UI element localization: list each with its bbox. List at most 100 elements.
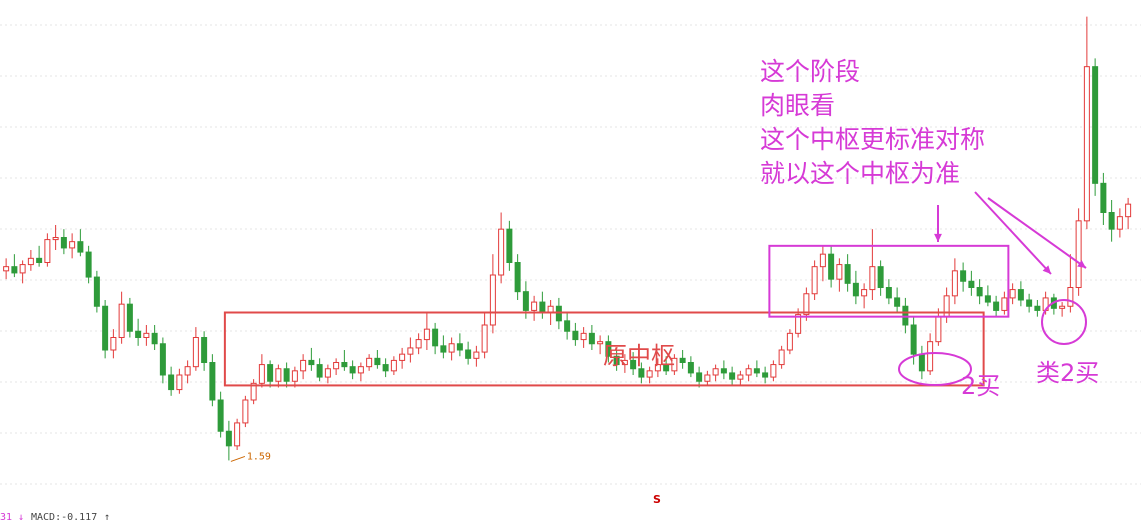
buy2-like-circle [1041, 299, 1087, 345]
candle-body [1100, 182, 1107, 213]
candle-body [1116, 216, 1123, 230]
candle-body [209, 362, 216, 401]
annotation-arrow-far-head [1077, 260, 1086, 268]
annotation-arrow-right-head [1042, 265, 1051, 274]
candle-body [201, 337, 208, 363]
candle-body [456, 343, 463, 351]
candle-body [349, 366, 356, 374]
candle-body [770, 364, 777, 378]
candle-body [712, 368, 719, 376]
candle-body [250, 382, 257, 401]
candle-body [176, 374, 183, 391]
candle-body [1059, 305, 1066, 309]
candle-body [135, 330, 142, 338]
zhongshu-box [223, 311, 985, 387]
candle-body [1075, 220, 1082, 288]
center-marker: S [653, 493, 661, 506]
candle-body [481, 324, 488, 353]
candle-body [638, 368, 645, 378]
candle-body [918, 353, 925, 372]
candle-body [522, 291, 529, 311]
low-marker-arrow [230, 455, 246, 462]
candle-body [984, 295, 991, 303]
candle-body [696, 372, 703, 382]
candle-body [844, 264, 851, 284]
low-price-label: 1.59 [247, 451, 271, 462]
candle-body [1083, 66, 1090, 222]
candle-body [275, 368, 282, 382]
macd-readout: MACD:-0.117 [31, 512, 98, 523]
candle-body [951, 270, 958, 297]
candle-body [77, 241, 84, 253]
candle-body [415, 339, 422, 349]
zhongshu-zones [223, 244, 1010, 462]
candle-body [489, 274, 496, 326]
annotation-arrows [898, 191, 1087, 386]
candle-body [498, 228, 505, 276]
old-zhongshu-label: 原中枢 [603, 342, 675, 370]
candle-body [539, 301, 546, 314]
candle-body [473, 351, 480, 359]
grid-lines [0, 24, 1141, 485]
candle-body [811, 266, 818, 295]
candle-body [1009, 289, 1016, 299]
candle-body [390, 359, 397, 372]
up-arrow-icon: ↑ [104, 512, 111, 523]
candle-body [762, 372, 769, 378]
candle-body [283, 368, 290, 382]
candle-body [234, 422, 241, 447]
candle-body [894, 297, 901, 307]
candle-body [465, 349, 472, 359]
candle-body [663, 364, 670, 372]
candle-body [242, 399, 249, 424]
candle-body [861, 289, 868, 297]
buy2-ellipse [898, 352, 972, 386]
candle-body [308, 359, 315, 366]
candle-body [613, 355, 620, 366]
candle-body [960, 270, 967, 282]
candle-body [687, 362, 694, 374]
down-arrow-icon: ↓ [18, 512, 25, 523]
candle-body [93, 276, 100, 307]
candle-body [968, 280, 975, 288]
candle-body [902, 305, 909, 326]
candle-body [737, 374, 744, 380]
candle-body [267, 364, 274, 382]
candle-body [60, 237, 67, 249]
candle-body [19, 264, 26, 274]
candle-body [382, 364, 389, 372]
candle-body [374, 357, 381, 366]
annotation-line: 就以这个中枢为准 [760, 159, 961, 188]
candle-body [143, 332, 150, 339]
candle-series [3, 16, 1132, 461]
candle-body [192, 337, 199, 368]
candle-body [11, 266, 18, 274]
candle-body [877, 266, 884, 288]
candle-body [184, 366, 191, 376]
candle-body [1108, 212, 1115, 230]
annotation-arrow-left-head [934, 233, 942, 242]
candle-body [564, 320, 571, 332]
candle-body [745, 368, 752, 376]
candle-body [1034, 305, 1041, 311]
candle-body [407, 347, 414, 355]
candle-body [3, 266, 10, 272]
candle-body [1125, 203, 1132, 218]
candle-body [753, 368, 760, 374]
candle-body [52, 237, 59, 241]
candle-body [69, 241, 76, 249]
candle-body [671, 357, 678, 372]
candle-body [630, 359, 637, 370]
indicator-value: 31 [0, 512, 13, 523]
candle-body [217, 399, 224, 432]
candle-body [300, 359, 307, 372]
candle-body [935, 316, 942, 343]
candle-body [795, 314, 802, 334]
candle-body [110, 337, 117, 351]
candle-body [976, 287, 983, 297]
candle-body [399, 353, 406, 361]
annotation-line: 这个中枢更标准对称 [760, 125, 986, 154]
candle-body [44, 239, 51, 263]
candle-body [729, 372, 736, 380]
